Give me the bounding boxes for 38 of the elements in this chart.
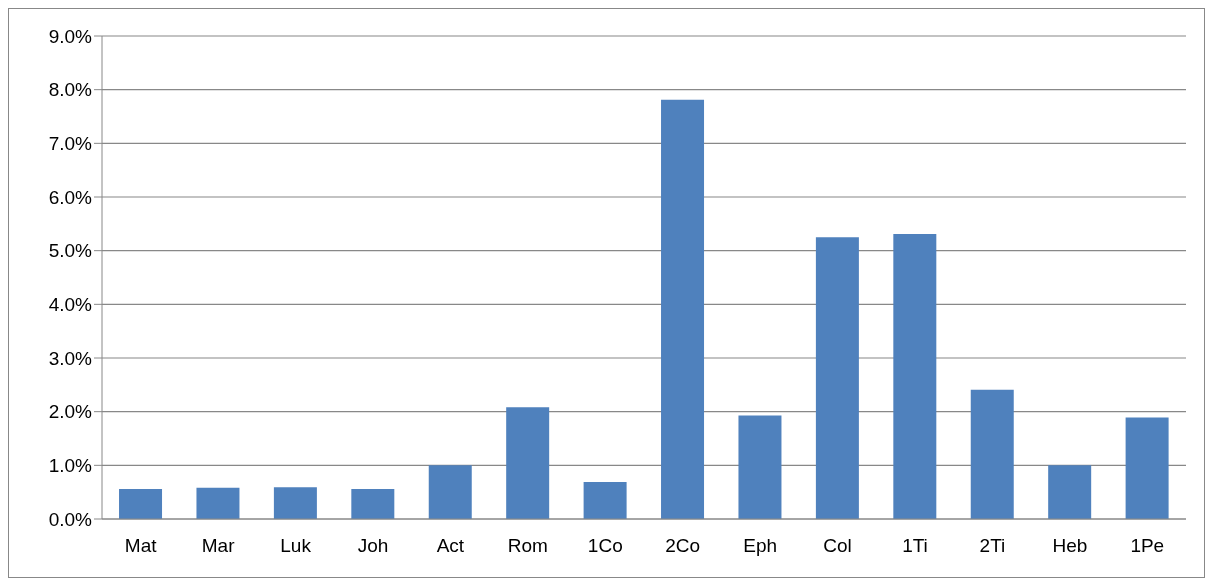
y-tick-label: 5.0%: [48, 240, 93, 262]
x-tick-label: 1Ti: [902, 535, 928, 557]
x-tick-label: Heb: [1052, 535, 1088, 557]
x-tick-label: 1Pe: [1130, 535, 1165, 557]
bar: [196, 487, 240, 519]
y-tick-label: 3.0%: [48, 347, 93, 369]
bar: [119, 488, 163, 519]
x-tick-label: Act: [436, 535, 465, 557]
x-tick-label: Mar: [201, 535, 236, 557]
bar: [428, 465, 472, 519]
bar: [970, 389, 1014, 519]
x-tick-label: Joh: [357, 535, 389, 557]
bar: [661, 99, 705, 519]
x-tick-label: Rom: [507, 535, 548, 557]
bar: [738, 415, 782, 519]
x-tick-label: 2Ti: [979, 535, 1006, 557]
x-tick-label: Mat: [124, 535, 158, 557]
bar: [893, 234, 937, 519]
y-tick-label: 0.0%: [48, 508, 93, 530]
bar: [1048, 465, 1092, 519]
x-tick-label: 2Co: [665, 535, 701, 557]
bar: [273, 487, 317, 519]
bar: [815, 237, 859, 519]
x-tick-label: Col: [823, 535, 852, 557]
bar: [583, 481, 627, 519]
x-tick-label: Luk: [280, 535, 312, 557]
y-tick-label: 7.0%: [48, 133, 93, 155]
bar: [1125, 417, 1169, 519]
x-tick-label: 1Co: [587, 535, 623, 557]
x-tick-label: Eph: [743, 535, 778, 557]
y-tick-label: 6.0%: [48, 186, 93, 208]
bar: [351, 488, 395, 519]
bar: [506, 407, 550, 519]
y-tick-label: 8.0%: [48, 79, 93, 101]
y-tick-label: 4.0%: [48, 294, 93, 316]
y-tick-label: 1.0%: [48, 455, 93, 477]
y-tick-label: 9.0%: [48, 25, 93, 47]
y-tick-label: 2.0%: [48, 401, 93, 423]
